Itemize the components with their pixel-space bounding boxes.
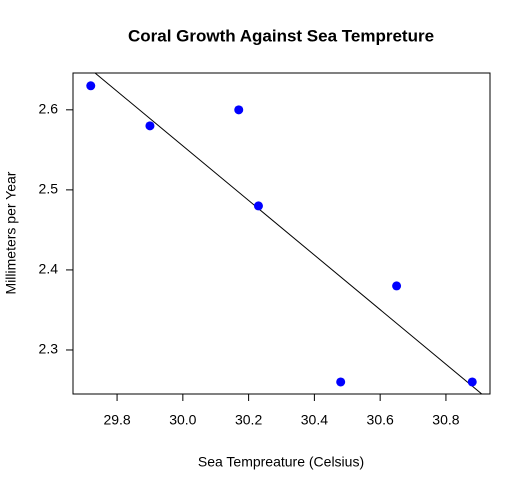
plot-frame <box>72 72 491 395</box>
y-tick-label: 2.3 <box>39 341 59 357</box>
point <box>392 281 402 291</box>
x-tick-label: 30.0 <box>169 412 196 428</box>
x-tick-label: 30.4 <box>301 412 328 428</box>
point <box>234 105 244 115</box>
point <box>145 121 155 131</box>
y-tick-label: 2.4 <box>39 261 59 277</box>
x-tick-label: 30.8 <box>432 412 459 428</box>
chart-title: Coral Growth Against Sea Tempreture <box>128 26 434 45</box>
y-axis-label: Millimeters per Year <box>3 171 19 294</box>
x-axis-label: Sea Tempreature (Celsius) <box>198 454 364 470</box>
x-tick-label: 30.6 <box>367 412 394 428</box>
point <box>86 81 96 91</box>
point <box>336 377 346 387</box>
point <box>467 377 477 387</box>
y-tick-label: 2.5 <box>39 181 59 197</box>
x-tick-label: 29.8 <box>103 412 130 428</box>
x-tick-label: 30.2 <box>235 412 262 428</box>
trend-line <box>94 73 483 394</box>
y-tick-label: 2.6 <box>39 101 59 117</box>
point <box>253 201 263 211</box>
